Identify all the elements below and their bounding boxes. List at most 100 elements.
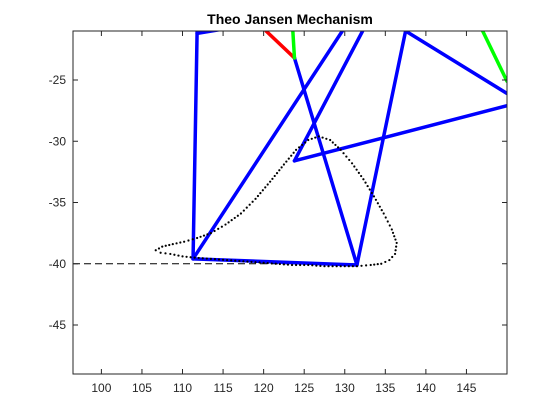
trace-point-51 bbox=[310, 137, 313, 140]
trace-point-65 bbox=[353, 165, 356, 168]
trace-point-125 bbox=[254, 261, 257, 264]
trace-point-70 bbox=[364, 181, 367, 184]
trace-point-146 bbox=[169, 252, 172, 256]
trace-point-85 bbox=[393, 235, 396, 238]
trace-point-75 bbox=[374, 198, 378, 201]
trace-point-24 bbox=[239, 212, 243, 215]
trace-point-22 bbox=[233, 216, 236, 220]
trace-point-134 bbox=[217, 258, 221, 261]
trace-point-38 bbox=[275, 172, 279, 175]
trace-point-50 bbox=[307, 138, 310, 142]
trace-point-54 bbox=[321, 136, 324, 139]
trace-point-56 bbox=[329, 138, 332, 142]
trace-point-2 bbox=[161, 245, 164, 248]
trace-point-23 bbox=[236, 214, 239, 217]
trace-point-33 bbox=[264, 186, 267, 189]
trace-point-122 bbox=[266, 262, 269, 265]
trace-point-98 bbox=[365, 264, 368, 267]
trace-point-8 bbox=[183, 240, 186, 243]
trace-point-136 bbox=[209, 257, 213, 260]
trace-point-39 bbox=[278, 169, 281, 172]
trace-point-148 bbox=[159, 251, 162, 254]
y-tick-label-0: -25 bbox=[49, 73, 67, 87]
trace-point-90 bbox=[393, 252, 397, 256]
trace-point-19 bbox=[224, 223, 227, 226]
trace-point-93 bbox=[384, 260, 387, 264]
trace-point-61 bbox=[342, 152, 345, 155]
trace-point-123 bbox=[262, 261, 265, 264]
y-tick-label-2: -35 bbox=[49, 196, 67, 210]
trace-point-121 bbox=[270, 262, 273, 265]
trace-point-103 bbox=[343, 265, 346, 268]
x-tick-label-9: 145 bbox=[456, 381, 476, 395]
trace-point-6 bbox=[175, 242, 178, 245]
trace-point-102 bbox=[347, 265, 350, 268]
trace-point-71 bbox=[366, 184, 369, 188]
trace-point-25 bbox=[242, 209, 245, 212]
trace-point-53 bbox=[317, 135, 320, 138]
x-tick-label-8: 140 bbox=[416, 381, 436, 395]
trace-point-143 bbox=[181, 255, 184, 258]
trace-point-108 bbox=[323, 265, 326, 268]
trace-point-129 bbox=[238, 259, 241, 263]
trace-point-92 bbox=[388, 258, 391, 262]
trace-point-147 bbox=[164, 252, 167, 255]
trace-point-126 bbox=[250, 260, 253, 264]
trace-point-138 bbox=[201, 257, 204, 260]
trace-point-13 bbox=[202, 234, 206, 237]
trace-point-120 bbox=[274, 262, 277, 265]
trace-point-79 bbox=[382, 212, 385, 215]
trace-point-95 bbox=[376, 263, 379, 266]
trace-point-40 bbox=[280, 166, 283, 169]
chart-title: Theo Jansen Mechanism bbox=[207, 11, 373, 27]
trace-point-78 bbox=[380, 208, 383, 212]
trace-point-27 bbox=[248, 203, 251, 206]
trace-point-101 bbox=[351, 265, 354, 268]
trace-point-12 bbox=[199, 235, 202, 238]
y-tick-label-4: -45 bbox=[49, 318, 67, 332]
trace-point-130 bbox=[234, 259, 237, 262]
trace-point-14 bbox=[206, 233, 209, 236]
linkage-bar-0-3 bbox=[191, 257, 359, 267]
trace-point-119 bbox=[278, 262, 281, 266]
trace-point-45 bbox=[292, 151, 295, 154]
trace-point-46 bbox=[294, 148, 298, 151]
trace-point-34 bbox=[266, 183, 269, 186]
trace-point-60 bbox=[339, 148, 342, 151]
trace-point-99 bbox=[360, 264, 363, 267]
trace-point-140 bbox=[193, 256, 196, 259]
y-tick-label-1: -30 bbox=[49, 134, 67, 148]
trace-point-139 bbox=[197, 256, 200, 260]
linkage-bar-0-2 bbox=[191, 31, 345, 261]
trace-point-72 bbox=[368, 188, 371, 191]
trace-point-31 bbox=[259, 192, 262, 195]
trace-point-20 bbox=[227, 221, 230, 224]
trace-point-59 bbox=[336, 146, 340, 149]
trace-point-64 bbox=[350, 162, 354, 165]
trace-point-62 bbox=[345, 155, 348, 158]
trace-point-80 bbox=[384, 216, 387, 219]
x-tick-label-5: 125 bbox=[294, 381, 314, 395]
trace-point-137 bbox=[205, 257, 208, 260]
linkage-bar-0-8 bbox=[403, 31, 507, 96]
trace-point-131 bbox=[230, 259, 233, 262]
trace-point-5 bbox=[171, 243, 174, 246]
plot-area bbox=[73, 31, 507, 268]
trace-point-132 bbox=[226, 258, 229, 262]
trace-point-69 bbox=[362, 178, 365, 181]
trace-point-47 bbox=[298, 146, 301, 149]
x-tick-label-2: 110 bbox=[173, 381, 192, 395]
trace-point-81 bbox=[386, 220, 389, 223]
linkage-bar-0-4 bbox=[292, 56, 359, 267]
trace-point-110 bbox=[315, 264, 318, 267]
trace-point-135 bbox=[213, 258, 217, 261]
trace-point-127 bbox=[246, 260, 249, 263]
trace-point-57 bbox=[331, 141, 334, 144]
trace-point-58 bbox=[334, 143, 337, 147]
trace-point-96 bbox=[373, 263, 376, 266]
trace-point-18 bbox=[220, 225, 223, 228]
linkage-bar-2-1 bbox=[480, 31, 507, 83]
trace-point-124 bbox=[258, 261, 261, 264]
trace-point-100 bbox=[355, 265, 359, 268]
